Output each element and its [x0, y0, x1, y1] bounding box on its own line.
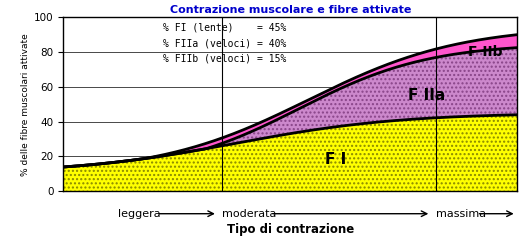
Text: Tipo di contrazione: Tipo di contrazione	[227, 223, 354, 236]
Text: Contrazione muscolare e fibre attivate: Contrazione muscolare e fibre attivate	[169, 5, 411, 15]
Text: % FIIb (veloci) = 15%: % FIIb (veloci) = 15%	[163, 54, 287, 64]
Text: massima: massima	[436, 209, 486, 219]
Text: leggera: leggera	[118, 209, 161, 219]
Y-axis label: % delle fibre muscolari attivate: % delle fibre muscolari attivate	[21, 33, 30, 175]
Text: % FIIa (veloci) = 40%: % FIIa (veloci) = 40%	[163, 38, 287, 48]
Text: F IIb: F IIb	[468, 45, 503, 59]
Text: moderata: moderata	[222, 209, 277, 219]
Text: F IIa: F IIa	[408, 88, 445, 103]
Text: % FI (lente)    = 45%: % FI (lente) = 45%	[163, 22, 287, 32]
Text: F I: F I	[325, 152, 346, 167]
